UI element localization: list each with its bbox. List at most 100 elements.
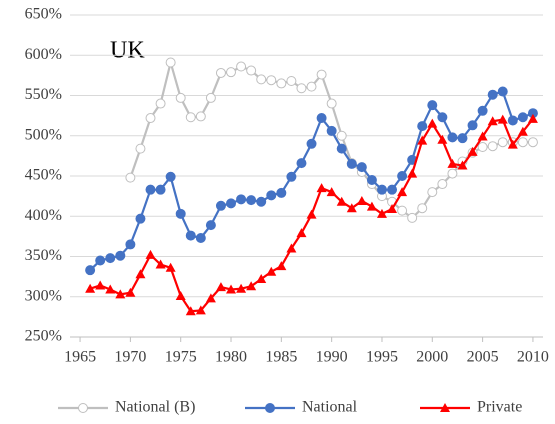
marker: [296, 158, 307, 169]
marker: [487, 116, 498, 126]
marker: [226, 67, 237, 78]
marker: [205, 220, 216, 231]
marker: [326, 187, 337, 197]
marker: [175, 208, 186, 219]
marker: [457, 160, 468, 170]
y-tick-label: 400%: [25, 207, 62, 224]
marker: [517, 126, 528, 136]
marker: [346, 158, 357, 169]
marker: [286, 171, 297, 182]
legend-label: National: [302, 399, 358, 416]
marker: [195, 111, 206, 122]
marker: [447, 158, 458, 168]
marker: [155, 259, 166, 269]
x-tick-label: 1965: [64, 349, 96, 366]
marker: [507, 139, 518, 149]
marker: [175, 290, 186, 300]
marker: [417, 203, 428, 214]
marker: [316, 113, 327, 124]
x-tick-label: 2005: [467, 349, 499, 366]
marker: [366, 175, 377, 186]
marker: [517, 137, 528, 148]
marker: [477, 142, 488, 153]
marker: [497, 114, 508, 124]
marker: [356, 195, 367, 205]
marker: [256, 196, 267, 207]
marker: [306, 138, 317, 149]
marker: [155, 184, 166, 195]
marker: [195, 305, 206, 315]
marker: [437, 179, 448, 190]
marker: [205, 92, 216, 103]
marker: [366, 201, 377, 211]
x-tick-label: 1980: [215, 349, 247, 366]
marker: [246, 195, 257, 206]
marker: [387, 184, 398, 195]
marker: [276, 78, 287, 89]
marker: [185, 306, 196, 316]
marker: [417, 135, 428, 145]
marker: [135, 213, 146, 224]
marker: [135, 143, 146, 154]
x-tick-label: 1970: [114, 349, 146, 366]
marker: [356, 162, 367, 173]
marker: [105, 284, 116, 294]
x-tick-label: 1985: [265, 349, 297, 366]
marker: [376, 184, 387, 195]
marker: [175, 92, 186, 103]
marker: [316, 183, 327, 193]
marker: [95, 255, 106, 266]
marker: [165, 171, 176, 182]
annotation: UK: [110, 38, 145, 64]
marker: [145, 184, 156, 195]
marker: [266, 190, 277, 201]
y-tick-label: 600%: [25, 46, 62, 63]
marker: [387, 204, 398, 214]
marker: [125, 172, 136, 183]
marker: [306, 209, 317, 219]
y-tick-label: 500%: [25, 126, 62, 143]
marker: [185, 230, 196, 241]
marker: [246, 281, 257, 291]
marker: [397, 187, 408, 197]
legend-label: National (B): [115, 399, 195, 416]
marker: [417, 121, 428, 132]
marker: [155, 98, 166, 109]
marker: [105, 253, 116, 264]
marker: [487, 89, 498, 100]
series-line: [89, 90, 534, 271]
marker: [296, 83, 307, 94]
marker: [165, 262, 176, 272]
marker: [85, 283, 96, 293]
marker: [236, 194, 247, 205]
marker: [447, 132, 458, 143]
marker: [145, 113, 156, 124]
legend-label: Private: [477, 399, 522, 416]
marker: [376, 208, 387, 218]
marker: [467, 120, 478, 131]
marker: [336, 143, 347, 154]
marker: [306, 81, 317, 92]
marker: [447, 168, 458, 179]
marker: [316, 69, 327, 80]
marker: [135, 269, 146, 279]
marker: [115, 289, 126, 299]
legend-marker: [265, 403, 275, 413]
marker: [437, 134, 448, 144]
marker: [336, 130, 347, 141]
marker: [397, 205, 408, 216]
marker: [215, 282, 226, 292]
y-tick-label: 300%: [25, 287, 62, 304]
marker: [467, 146, 478, 156]
marker: [507, 115, 518, 126]
y-tick-label: 650%: [25, 6, 62, 23]
marker: [185, 112, 196, 123]
marker: [397, 171, 408, 181]
marker: [527, 113, 538, 123]
marker: [326, 125, 337, 136]
y-tick-label: 550%: [25, 86, 62, 103]
y-tick-label: 250%: [25, 328, 62, 345]
marker: [517, 112, 528, 123]
y-tick-label: 450%: [25, 167, 62, 184]
